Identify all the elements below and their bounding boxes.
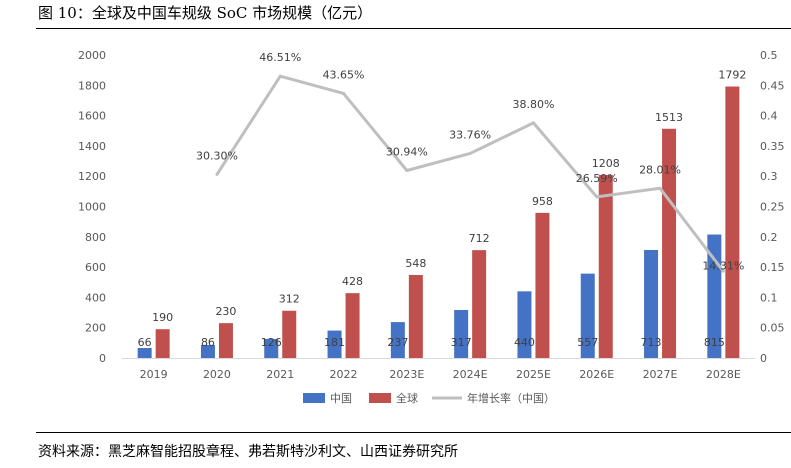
bar-global (282, 310, 297, 358)
bar-global-data-label: 1792 (718, 69, 746, 82)
bar-global (598, 174, 613, 358)
bar-china (580, 273, 595, 358)
x-tick-label: 2022 (330, 368, 358, 381)
bottom-rule (36, 432, 791, 433)
x-tick-label: 2028E (706, 368, 741, 381)
bar-global (662, 128, 677, 358)
legend-china-swatch (303, 393, 325, 403)
x-tick-label: 2020 (203, 368, 231, 381)
growth-rate-point (595, 195, 599, 199)
bar-global-data-label: 230 (215, 305, 236, 318)
y-right-tick-label: 0.2 (760, 231, 778, 244)
y-left-tick-label: 200 (85, 322, 106, 335)
y-left-tick-label: 1000 (78, 201, 106, 214)
x-tick-label: 2021 (266, 368, 294, 381)
x-tick-label: 2025E (516, 368, 551, 381)
y-left-tick-label: 600 (85, 261, 106, 274)
y-left-tick-label: 0 (99, 352, 106, 365)
growth-rate-data-label: 38.80% (512, 98, 554, 111)
growth-rate-data-label: 30.30% (196, 149, 238, 162)
growth-rate-point (468, 151, 472, 155)
top-rule (36, 28, 791, 29)
figure-title: 图 10：全球及中国车规级 SoC 市场规模（亿元） (38, 4, 373, 22)
x-tick-label: 2023E (389, 368, 424, 381)
bar-china (264, 338, 279, 358)
y-left-tick-label: 1600 (78, 110, 106, 123)
bar-global (725, 86, 740, 359)
y-right-tick-label: 0.45 (760, 79, 785, 92)
y-left-tick-label: 1800 (78, 79, 106, 92)
bar-china (390, 322, 405, 358)
bar-china-data-label: 86 (201, 336, 215, 349)
growth-rate-point (721, 269, 725, 273)
growth-rate-point (405, 169, 409, 173)
bar-china-data-label: 317 (451, 336, 472, 349)
growth-rate-point (342, 91, 346, 95)
bar-china-data-label: 237 (387, 336, 408, 349)
bar-global-data-label: 712 (469, 232, 490, 245)
y-right-tick-label: 0.35 (760, 140, 785, 153)
bar-china (644, 249, 659, 358)
legend-growth-label: 年增长率（中国） (467, 391, 555, 405)
bar-global (535, 212, 550, 358)
bar-global (218, 323, 233, 358)
y-right-tick-label: 0.3 (760, 170, 778, 183)
bar-global (408, 274, 423, 358)
bar-china-data-label: 126 (261, 336, 282, 349)
growth-rate-data-label: 30.94% (386, 146, 428, 159)
growth-rate-data-label: 14.31% (702, 259, 744, 272)
bar-global (472, 250, 487, 358)
bar-china (327, 330, 342, 358)
bar-china-data-label: 815 (704, 336, 725, 349)
y-right-tick-label: 0.1 (760, 291, 778, 304)
legend-global-swatch (369, 393, 391, 403)
y-left-tick-label: 1400 (78, 140, 106, 153)
legend-china-label: 中国 (330, 392, 352, 405)
bar-global-data-label: 190 (152, 311, 173, 324)
growth-rate-point (278, 74, 282, 78)
y-left-tick-label: 800 (85, 231, 106, 244)
bar-china (137, 348, 152, 358)
growth-rate-data-label: 46.51% (259, 51, 301, 64)
y-left-tick-label: 400 (85, 291, 106, 304)
y-right-tick-label: 0 (760, 352, 767, 365)
growth-rate-data-label: 43.65% (323, 68, 365, 81)
x-tick-label: 2026E (579, 368, 614, 381)
bar-global-data-label: 1513 (655, 111, 683, 124)
bar-china-data-label: 181 (324, 336, 345, 349)
x-tick-label: 2019 (140, 368, 168, 381)
bar-china-data-label: 440 (514, 336, 535, 349)
bar-china (454, 309, 469, 358)
growth-rate-point (215, 172, 219, 176)
x-tick-label: 2024E (453, 368, 488, 381)
bar-china (200, 344, 215, 358)
y-right-tick-label: 0.05 (760, 322, 785, 335)
legend-global-label: 全球 (396, 391, 418, 405)
bar-global-data-label: 428 (342, 275, 363, 288)
growth-rate-data-label: 26.59% (576, 172, 618, 185)
bar-global-data-label: 548 (405, 257, 426, 270)
bar-china (517, 291, 532, 358)
growth-rate-point (531, 121, 535, 125)
y-right-tick-label: 0.25 (760, 201, 785, 214)
growth-rate-data-label: 28.01% (639, 163, 681, 176)
y-left-tick-label: 2000 (78, 49, 106, 62)
x-tick-label: 2027E (643, 368, 678, 381)
y-left-tick-label: 1200 (78, 170, 106, 183)
bar-global-data-label: 958 (532, 195, 553, 208)
source-note: 资料来源：黑芝麻智能招股章程、弗若斯特沙利文、山西证券研究所 (38, 444, 458, 460)
y-right-tick-label: 0.15 (760, 261, 785, 274)
y-right-tick-label: 0.4 (760, 110, 778, 123)
bar-china-data-label: 713 (641, 336, 662, 349)
bar-global-data-label: 312 (279, 293, 300, 306)
y-right-tick-label: 0.5 (760, 49, 778, 62)
bar-global (155, 329, 170, 358)
bar-global-data-label: 1208 (592, 157, 620, 170)
growth-rate-point (658, 186, 662, 190)
bar-china-data-label: 66 (138, 336, 152, 349)
growth-rate-data-label: 33.76% (449, 128, 491, 141)
bar-china-data-label: 557 (577, 336, 598, 349)
bar-global (345, 293, 360, 358)
